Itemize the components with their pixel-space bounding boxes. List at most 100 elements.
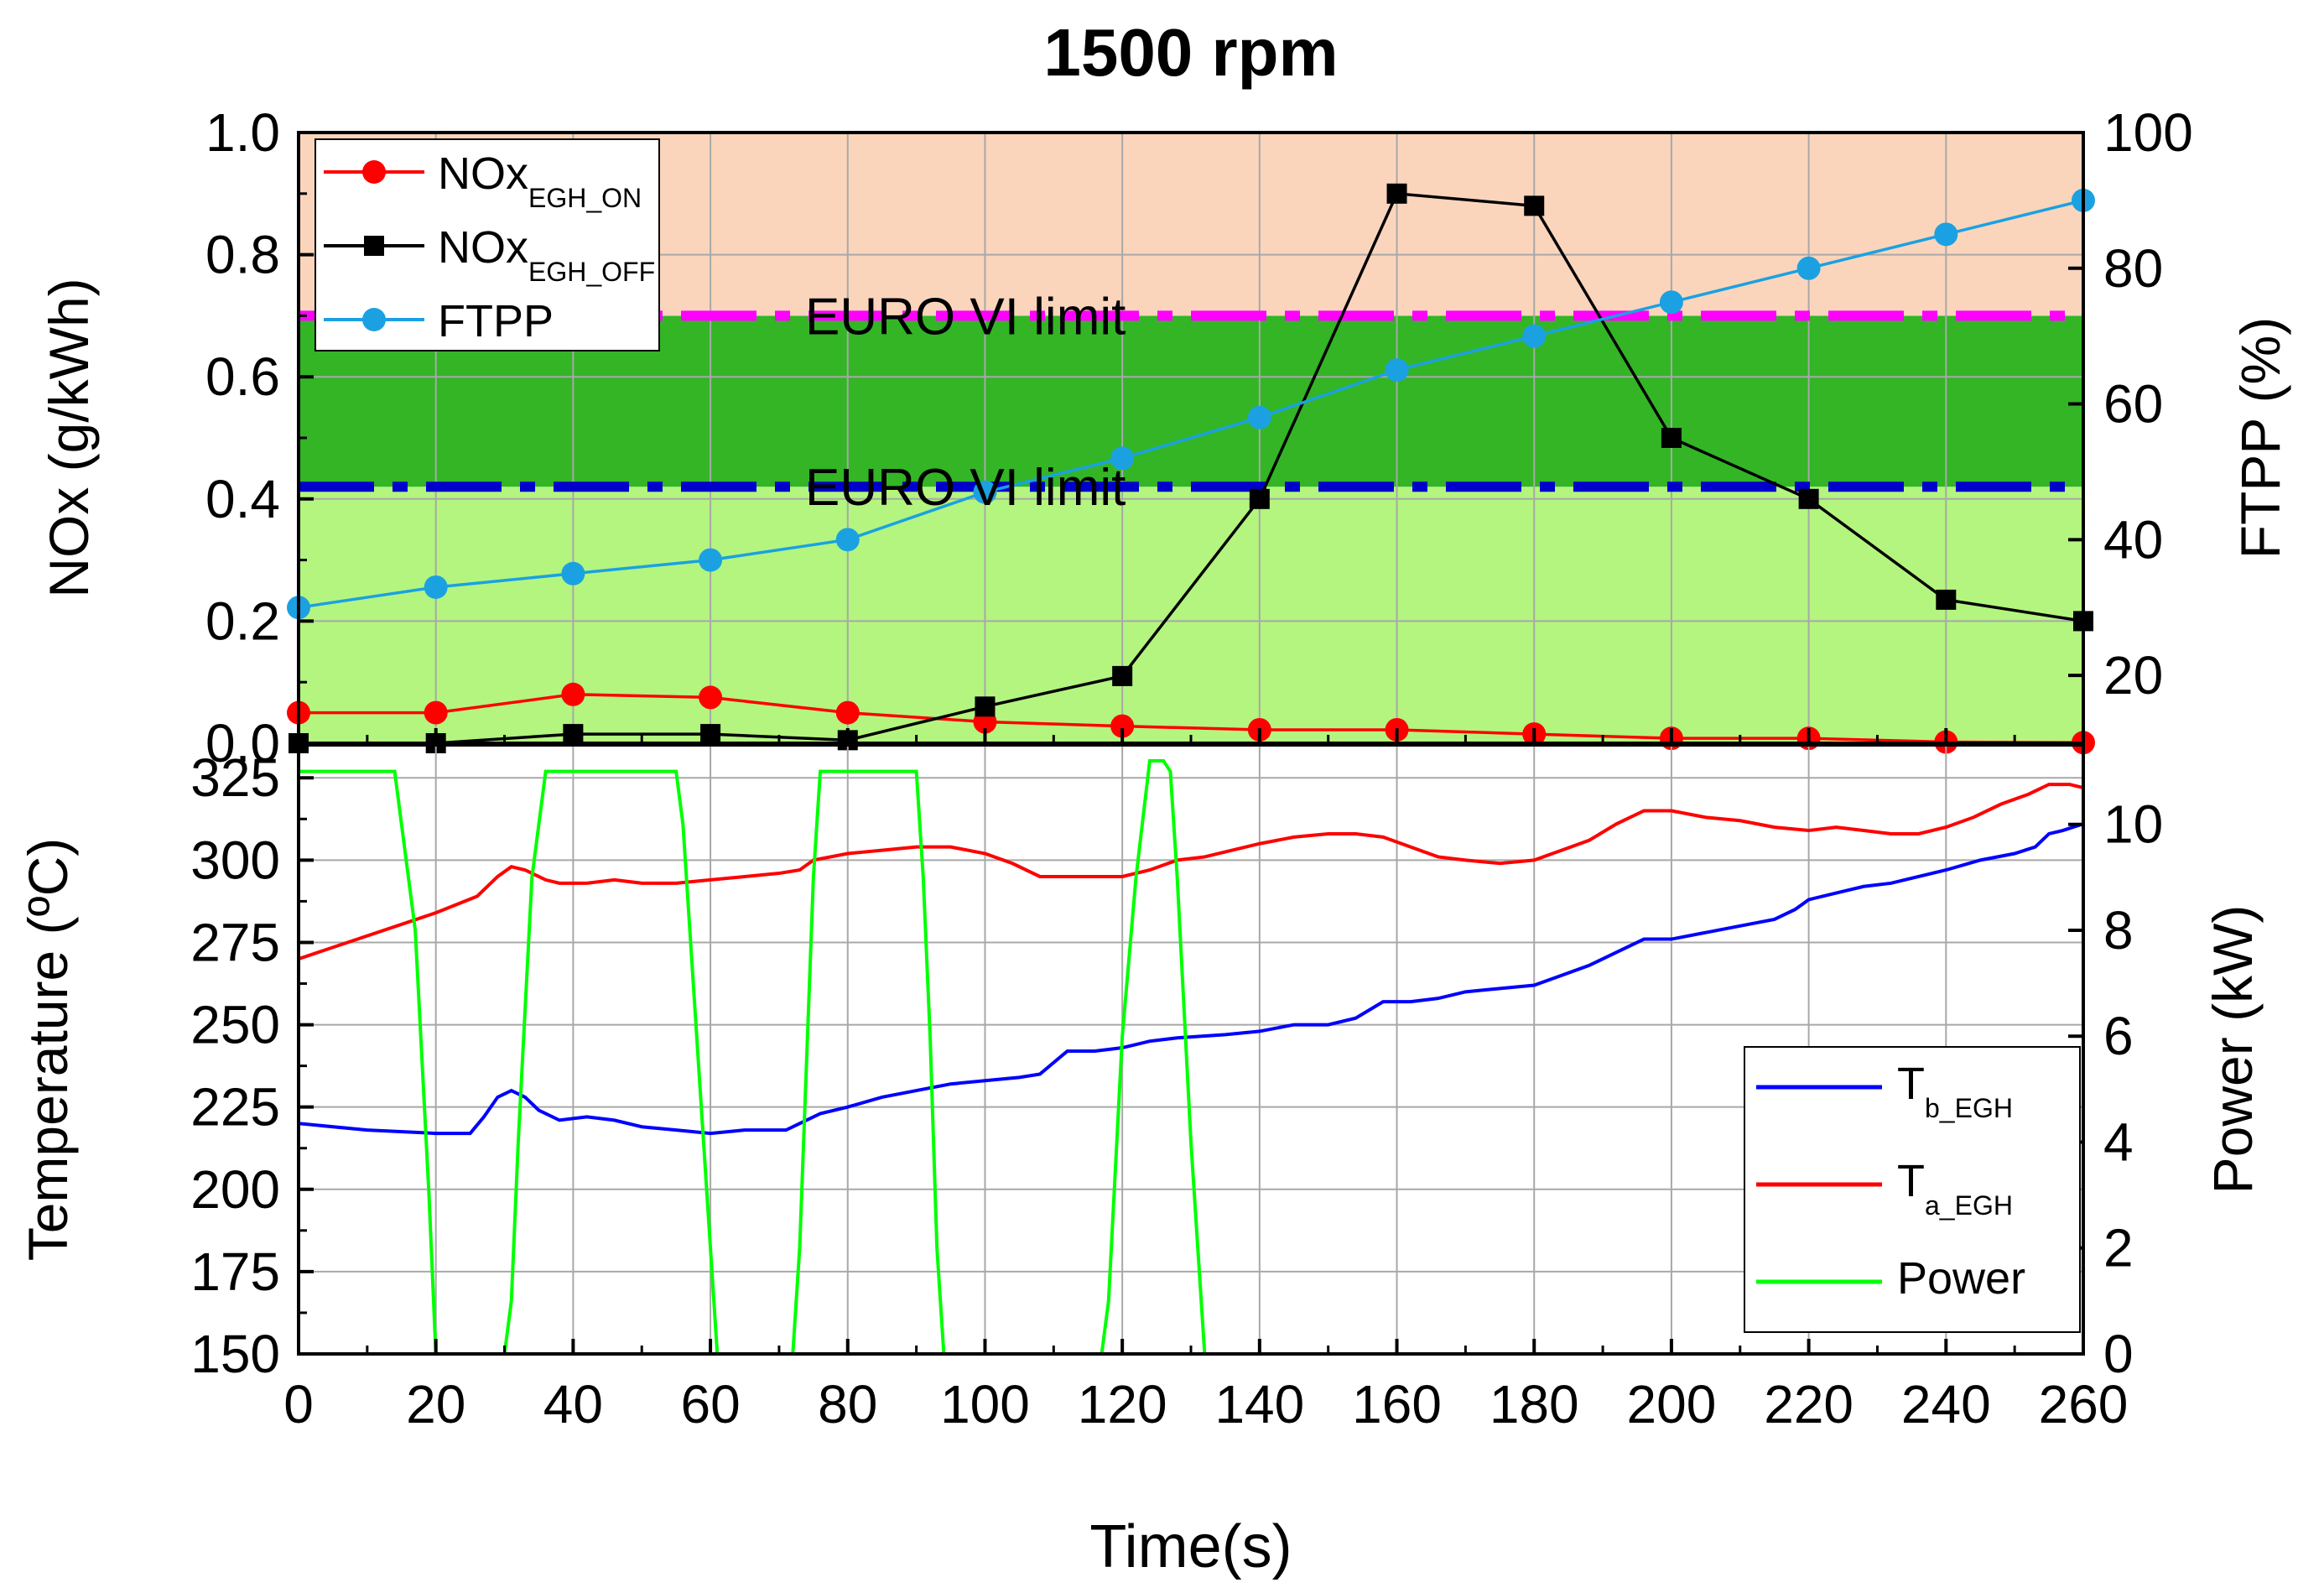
x-tick-label: 20 [406,1374,465,1434]
bottom-left-tick-label: 300 [190,830,280,890]
ftpp-point [835,528,860,552]
bottom-right-tick-label: 4 [2103,1111,2134,1172]
bottom-right-tick-label: 10 [2103,794,2163,855]
bottom-left-tick-label: 275 [190,912,280,972]
x-tick-label: 60 [680,1374,740,1434]
bottom-right-tick-label: 6 [2103,1006,2134,1066]
bottom-left-tick-label: 325 [190,747,280,808]
bottom-left-tick-label: 150 [190,1324,280,1384]
nox-egh-on-point [561,682,585,706]
bottom-right-axis-label: Power (kW) [2202,905,2264,1195]
chart-title: 1500 rpm [1043,15,1338,90]
bottom-legend-label-sub: b_EGH [1925,1093,2013,1123]
top-left-tick-label: 1.0 [205,102,280,163]
euro-limit-label-1: EURO VI limit [805,459,1126,517]
x-tick-label: 0 [283,1374,314,1434]
x-tick-label: 180 [1490,1374,1579,1434]
ftpp-point [699,548,723,572]
legend-marker-square [364,236,384,256]
nox-egh-off-point [1386,183,1407,204]
bottom-series-line-2 [299,758,2083,1354]
top-left-axis-label: NOx (g/kWh) [38,278,100,597]
nox-egh-off-point [1112,665,1133,686]
ftpp-point [1796,256,1821,280]
bottom-left-axis-label: Temperature (ºC) [17,838,79,1262]
x-axis-label: Time(s) [1089,1513,1292,1580]
legend-label-sub: EGH_OFF [528,257,655,287]
legend-label-main: FTPP [438,296,554,346]
bottom-legend-label-main: Power [1897,1253,2025,1304]
legend-marker-circle [362,160,386,184]
legend-marker-circle [362,308,386,331]
nox-egh-off-point [1249,488,1270,509]
ftpp-point [1659,290,1683,315]
top-right-tick-label: 80 [2103,238,2163,299]
x-tick-label: 40 [543,1374,603,1434]
bottom-right-tick-label: 8 [2103,900,2134,960]
top-right-tick-label: 60 [2103,374,2163,435]
ftpp-point [1934,222,1958,247]
ftpp-point [1385,358,1409,383]
bottom-legend-label-2: Power [1897,1253,2025,1304]
nox-band-0 [299,487,2083,743]
legend-label-2: FTPP [438,296,554,346]
temperature-power-series [299,758,2083,1354]
nox-egh-off-point [1524,195,1545,216]
ftpp-point [561,561,585,586]
bottom-left-tick-label: 175 [190,1242,280,1302]
nox-egh-off-point [975,696,996,717]
top-right-axis-label: FTPP (%) [2229,317,2291,559]
bottom-legend-box [1744,1046,2081,1333]
nox-egh-on-point [699,685,723,710]
bottom-legend-label-main: T [1897,1156,1925,1206]
x-axis: 0 20 40 60 80 100 120 140 160 180 200 220 240 260 [283,728,2128,1434]
legend-label-main: NOx [438,222,528,273]
limit-labels: EURO VI limit EURO VI limit [805,288,1126,517]
nox-ftpp-series [299,191,2083,743]
x-tick-label: 100 [940,1374,1030,1434]
bottom-legend-label-sub: a_EGH [1925,1190,2013,1221]
top-right-tick-label: 100 [2103,102,2193,163]
bottom-left-tick-label: 225 [190,1077,280,1137]
top-right-tick-label: 40 [2103,509,2163,570]
top-axes: 0.0 0.2 0.4 0.6 0.8 1.0 20 40 60 80 100 [205,102,2193,773]
legend-label-sub: EGH_ON [528,183,642,213]
ftpp-point [1522,324,1547,348]
legend-label-main: NOx [438,148,528,199]
top-right-tick-label: 20 [2103,645,2163,705]
bottom-legend-label-main: T [1897,1059,1925,1109]
series-line-2 [299,199,2083,609]
nox-egh-off-point [1936,589,1957,610]
top-left-tick-label: 0.6 [205,346,280,407]
nox-egh-on-point [1110,714,1135,738]
legend-label-0: NOxEGH_ON [438,148,642,213]
bottom-right-tick-label: 0 [2103,1324,2134,1384]
x-tick-label: 160 [1352,1374,1442,1434]
nox-egh-on-point [424,700,448,725]
ftpp-point [424,575,448,599]
bottom-left-tick-label: 200 [190,1159,280,1220]
top-left-tick-label: 0.4 [205,469,280,529]
x-tick-label: 80 [818,1374,877,1434]
x-tick-label: 220 [1764,1374,1853,1434]
x-tick-label: 140 [1214,1374,1304,1434]
euro-limit-label-0: EURO VI limit [805,288,1126,346]
bottom-left-tick-label: 250 [190,995,280,1055]
x-tick-label: 200 [1627,1374,1717,1434]
top-left-tick-label: 0.0 [205,713,280,773]
nox-egh-on-point [835,700,860,725]
nox-egh-off-point [1661,428,1682,448]
bottom-legend-label-1: Ta_EGH [1897,1156,2013,1221]
bottom-axes: 150 175 200 225 250 275 300 325 0 2 4 6 8 10 [190,747,2163,1384]
x-tick-label: 120 [1078,1374,1167,1434]
top-left-tick-label: 0.8 [205,225,280,285]
x-tick-label: 260 [2039,1374,2129,1434]
x-tick-label: 240 [1901,1374,1991,1434]
top-left-tick-label: 0.2 [205,591,280,651]
ftpp-point [1110,446,1135,471]
nox-egh-off-point [1798,488,1819,509]
bottom-series-line-1 [299,783,2083,960]
